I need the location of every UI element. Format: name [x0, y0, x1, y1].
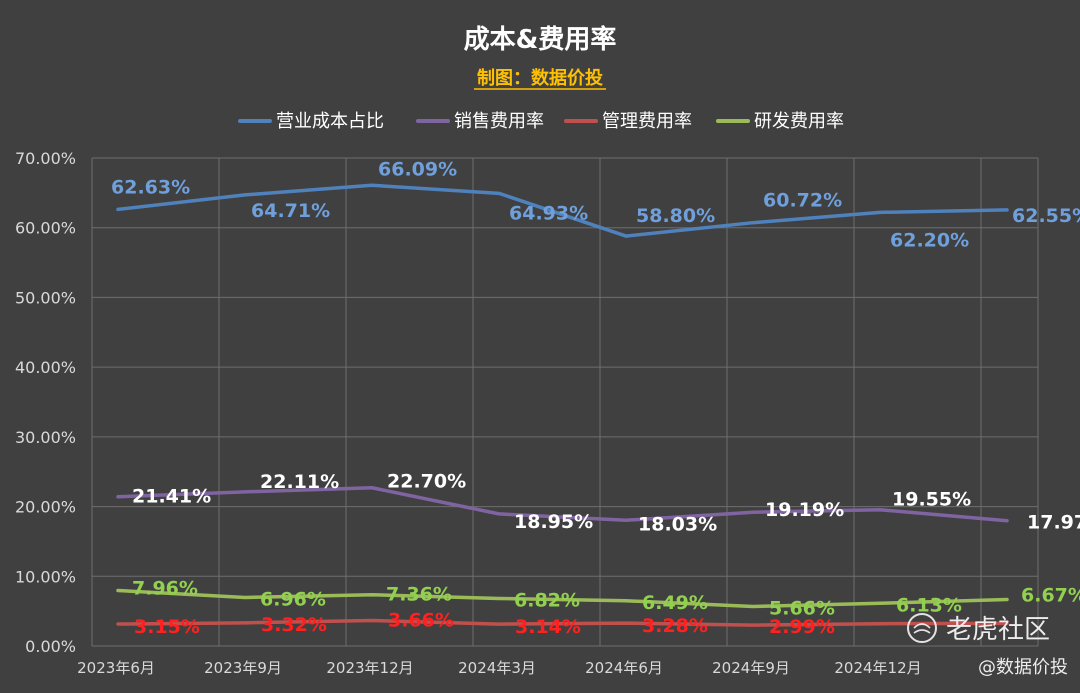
data-label: 22.70% [387, 471, 466, 493]
data-label: 19.19% [765, 499, 844, 521]
x-tick-label: 2024年3月 [458, 659, 536, 677]
y-tick-label: 40.00% [15, 358, 76, 377]
series-line [116, 588, 1009, 609]
data-label: 17.97% [1027, 512, 1080, 534]
legend: 营业成本占比 销售费用率 管理费用率 研发费用率 [238, 111, 844, 132]
x-tick-label: 2023年6月 [77, 659, 155, 677]
series-lines [116, 183, 1009, 627]
data-label: 21.41% [132, 486, 211, 508]
data-label: 6.67% [1021, 585, 1080, 607]
legend-label: 营业成本占比 [276, 111, 384, 132]
grid [91, 157, 1039, 647]
data-label: 18.03% [638, 513, 717, 535]
legend-label: 销售费用率 [454, 111, 544, 132]
data-label: 2.99% [769, 616, 835, 638]
watermark-account: @数据价投 [978, 657, 1068, 678]
data-label: 62.20% [890, 229, 969, 251]
x-tick-label: 2023年9月 [204, 659, 282, 677]
data-label: 18.95% [514, 511, 593, 533]
x-tick-label: 2023年12月 [326, 659, 413, 677]
y-tick-label: 0.00% [25, 637, 76, 656]
watermark: 老虎社区 @数据价投 [907, 613, 1068, 678]
data-label: 62.55% [1012, 205, 1080, 227]
data-label: 62.63% [111, 176, 190, 198]
y-tick-label: 20.00% [15, 498, 76, 517]
data-label: 3.14% [515, 616, 581, 638]
legend-label: 管理费用率 [602, 111, 692, 132]
data-label: 58.80% [636, 205, 715, 227]
chart-subtitle: 制图：数据价投 [477, 67, 603, 89]
x-tick-label: 2024年9月 [712, 659, 790, 677]
x-tick-label: 2024年6月 [585, 659, 663, 677]
data-label: 64.93% [509, 202, 588, 224]
data-label: 3.28% [642, 615, 708, 637]
chart-title: 成本&费用率 [464, 24, 617, 55]
data-label: 6.13% [896, 594, 962, 616]
series-line [116, 618, 1009, 627]
y-tick-label: 30.00% [15, 428, 76, 447]
data-label: 64.71% [251, 200, 330, 222]
tiger-logo-icon [907, 613, 937, 643]
y-tick-label: 60.00% [15, 219, 76, 238]
data-label: 60.72% [763, 190, 842, 212]
y-tick-label: 10.00% [15, 567, 76, 586]
axes: 0.00% 10.00% 20.00% 30.00% 40.00% 50.00% 60.00… [15, 149, 922, 677]
data-label: 6.82% [514, 589, 580, 611]
y-tick-label: 50.00% [15, 288, 76, 307]
data-label: 3.66% [388, 609, 454, 631]
data-labels: 62.63% 64.71% 66.09% 64.93% 58.80% 60.72% 62.2… [111, 158, 1080, 638]
data-label: 6.49% [642, 592, 708, 614]
data-label: 5.66% [769, 598, 835, 620]
data-label: 19.55% [892, 489, 971, 511]
watermark-brand: 老虎社区 [946, 615, 1050, 645]
series-line [116, 485, 1009, 523]
data-label: 6.96% [260, 588, 326, 610]
data-label: 66.09% [378, 158, 457, 180]
x-tick-label: 2024年12月 [834, 659, 921, 677]
data-label: 22.11% [260, 471, 339, 493]
series-line [116, 183, 1009, 238]
y-tick-label: 70.00% [15, 149, 76, 168]
data-label: 7.36% [386, 584, 452, 606]
tiger-logo-stripes [913, 623, 931, 634]
data-label: 3.15% [134, 616, 200, 638]
legend-label: 研发费用率 [754, 111, 844, 132]
data-label: 7.96% [132, 578, 198, 600]
data-label: 3.32% [261, 614, 327, 636]
